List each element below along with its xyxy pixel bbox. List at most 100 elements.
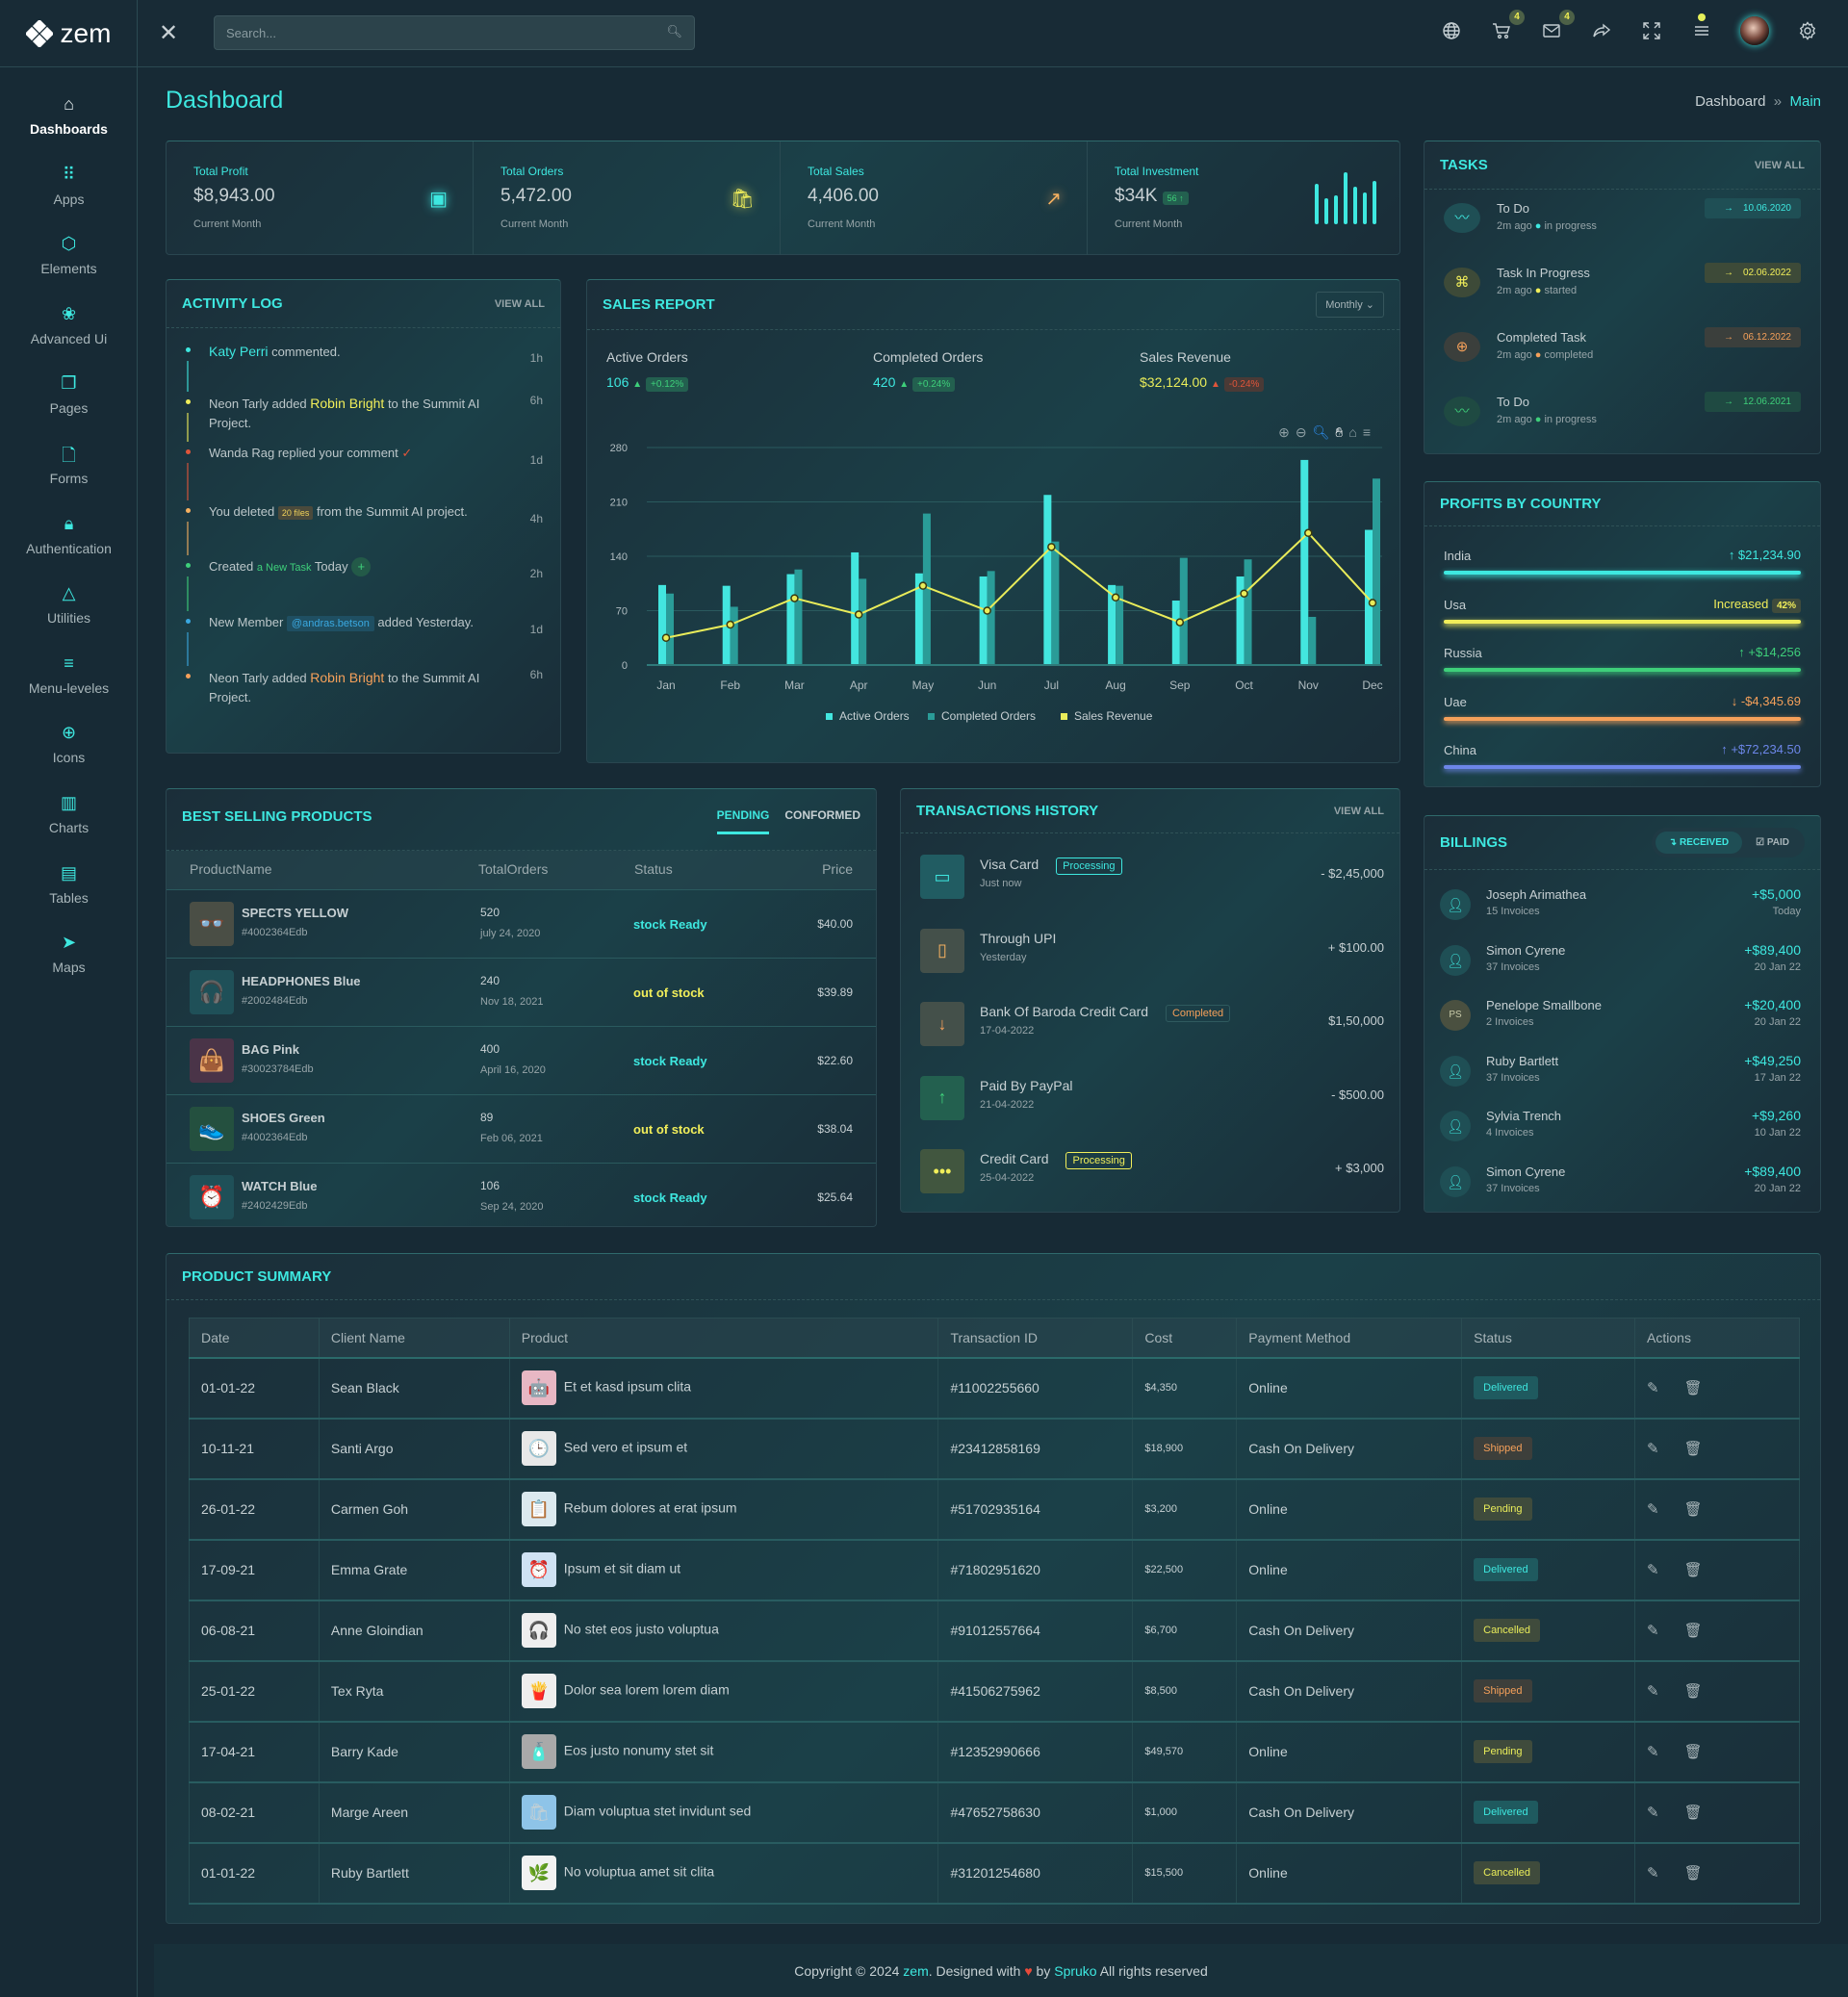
transaction-item[interactable]: ↑ Paid By PayPal 21-04-2022 - $500.00 — [920, 1075, 1384, 1149]
sidebar-item-apps[interactable]: ⠿ Apps — [0, 165, 138, 207]
activity-view-all-link[interactable]: VIEW ALL — [494, 297, 545, 310]
delete-trash-icon[interactable]: 🗑︎ — [1683, 1562, 1703, 1578]
transactions-view-all-link[interactable]: VIEW ALL — [1333, 805, 1384, 817]
triangle-up-icon: ▲ — [899, 379, 910, 390]
breadcrumb-dashboard[interactable]: Dashboard — [1695, 93, 1766, 110]
billing-item[interactable]: 👤︎ Sylvia Trench 4 Invoices +$9,260 10 J… — [1440, 1108, 1801, 1157]
cart-icon[interactable]: 4 — [1490, 10, 1525, 42]
transaction-item[interactable]: ••• Credit Card Processing 25-04-2022 + … — [920, 1149, 1384, 1222]
edit-icon[interactable]: ✎ — [1647, 1441, 1659, 1457]
fullscreen-icon[interactable] — [1640, 19, 1663, 42]
delete-trash-icon[interactable]: 🗑︎ — [1683, 1683, 1703, 1700]
delete-trash-icon[interactable]: 🗑︎ — [1683, 1865, 1703, 1882]
delete-trash-icon[interactable]: 🗑︎ — [1683, 1623, 1703, 1639]
cell-payment-method: Online — [1236, 1721, 1463, 1783]
task-item[interactable]: 〰 To Do 2m ago ● in progress → 10.06.2020 — [1444, 198, 1801, 259]
sidebar-item-icons[interactable]: ⊕ Icons — [0, 723, 138, 765]
billing-item[interactable]: 👤︎ Joseph Arimathea 15 Invoices +$5,000 … — [1440, 886, 1801, 935]
activity-text-part[interactable]: Robin Bright — [310, 670, 385, 685]
transaction-item[interactable]: ▭ Visa Card Processing Just now - $2,45,… — [920, 855, 1384, 928]
search-icon[interactable]: 🔍︎ — [666, 24, 682, 38]
delete-trash-icon[interactable]: 🗑︎ — [1683, 1805, 1703, 1821]
sidebar-item-utilities[interactable]: △ Utilities — [0, 583, 138, 626]
delete-trash-icon[interactable]: 🗑︎ — [1683, 1744, 1703, 1760]
pan-hand-icon[interactable]: ✋︎ — [1335, 424, 1344, 440]
menu-lines-icon[interactable] — [1690, 13, 1713, 42]
task-date-button[interactable]: → 10.06.2020 — [1705, 198, 1801, 218]
search-input[interactable]: Search... 🔍︎ — [214, 15, 695, 50]
product-row[interactable]: 👜 BAG Pink #30023784Edb 400 April 16, 20… — [167, 1026, 876, 1094]
activity-text-part: from the Summit AI project. — [313, 504, 468, 519]
sidebar-item-menu-leveles[interactable]: ≡ Menu-leveles — [0, 653, 138, 696]
sidebar-item-maps[interactable]: ➤ Maps — [0, 933, 138, 975]
edit-icon[interactable]: ✎ — [1647, 1683, 1659, 1700]
tab-paid[interactable]: ☑ PAID — [1756, 832, 1801, 854]
close-sidebar-icon[interactable]: ✕ — [159, 20, 179, 46]
billing-item[interactable]: 👤︎ Ruby Bartlett 37 Invoices +$49,250 17… — [1440, 1053, 1801, 1102]
tab-pending[interactable]: PENDING — [716, 808, 770, 834]
task-date-button[interactable]: → 02.06.2022 — [1705, 263, 1801, 283]
reset-home-icon[interactable]: ⌂ — [1348, 424, 1357, 440]
period-select[interactable]: Monthly ⌄ — [1316, 292, 1384, 318]
cell-payment-method: Online — [1236, 1357, 1463, 1420]
footer-brand-link[interactable]: zem — [903, 1963, 929, 1979]
edit-icon[interactable]: ✎ — [1647, 1501, 1659, 1518]
edit-icon[interactable]: ✎ — [1647, 1380, 1659, 1396]
task-item[interactable]: ⊕ Completed Task 2m ago ● completed → 06.… — [1444, 327, 1801, 388]
point-sales-revenue — [918, 581, 928, 590]
sidebar-item-pages[interactable]: ❐ Pages — [0, 373, 138, 416]
sidebar-item-elements[interactable]: ⬡ Elements — [0, 234, 138, 276]
billing-item[interactable]: PS Penelope Smallbone 2 Invoices +$20,40… — [1440, 997, 1801, 1046]
tab-received[interactable]: ↴ RECEIVED — [1655, 832, 1743, 854]
language-globe-icon[interactable] — [1440, 19, 1463, 42]
cell-status: Shipped — [1461, 1418, 1636, 1480]
selection-zoom-icon[interactable]: 🔍︎ — [1312, 424, 1330, 440]
billing-name: Simon Cyrene — [1486, 942, 1566, 958]
sidebar-item-advanced-ui[interactable]: ❀ Advanced Ui — [0, 304, 138, 346]
zoom-out-icon[interactable]: ⊖ — [1295, 424, 1307, 440]
billing-item[interactable]: 👤︎ Simon Cyrene 37 Invoices +$89,400 20 … — [1440, 942, 1801, 991]
task-item[interactable]: ⌘ Task In Progress 2m ago ● started → 02.… — [1444, 263, 1801, 323]
tab-conformed[interactable]: CONFORMED — [784, 808, 860, 822]
activity-text-part[interactable]: Robin Bright — [310, 396, 385, 411]
edit-icon[interactable]: ✎ — [1647, 1562, 1659, 1578]
delete-trash-icon[interactable]: 🗑︎ — [1683, 1501, 1703, 1518]
product-row[interactable]: 👓 SPECTS YELLOW #4002364Edb 520 july 24,… — [167, 889, 876, 958]
task-date-button[interactable]: → 12.06.2021 — [1705, 392, 1801, 412]
chart-menu-icon[interactable]: ≡ — [1362, 424, 1371, 440]
product-row[interactable]: 🎧 HEADPHONES Blue #2002484Edb 240 Nov 18… — [167, 958, 876, 1026]
tasks-view-all-link[interactable]: VIEW ALL — [1754, 159, 1805, 171]
edit-icon[interactable]: ✎ — [1647, 1805, 1659, 1821]
col-cost: Cost — [1132, 1318, 1238, 1359]
delete-trash-icon[interactable]: 🗑︎ — [1683, 1441, 1703, 1457]
sidebar-item-authentication[interactable]: 🔒︎ Authentication — [0, 514, 138, 556]
transaction-item[interactable]: ↓ Bank Of Baroda Credit Card Completed 1… — [920, 1002, 1384, 1075]
best-table-header: ProductName TotalOrders Status Price — [167, 851, 876, 889]
transaction-item[interactable]: ▯ Through UPI Yesterday + $100.00 — [920, 928, 1384, 1002]
add-task-plus-icon[interactable]: + — [351, 557, 372, 576]
product-row[interactable]: 👟 SHOES Green #4002364Edb 89 Feb 06, 202… — [167, 1094, 876, 1163]
brand-logo[interactable]: zem — [0, 0, 138, 67]
activity-text-part[interactable]: a New Task — [256, 562, 312, 574]
sidebar-item-dashboards[interactable]: ⌂ Dashboards — [0, 94, 138, 137]
share-icon[interactable] — [1590, 19, 1613, 42]
edit-icon[interactable]: ✎ — [1647, 1623, 1659, 1639]
user-avatar[interactable] — [1740, 16, 1769, 45]
footer-author-link[interactable]: Spruko — [1054, 1963, 1097, 1979]
task-item[interactable]: 〰 To Do 2m ago ● in progress → 12.06.2021 — [1444, 392, 1801, 452]
sidebar-item-charts[interactable]: ▥ Charts — [0, 793, 138, 835]
sidebar-item-forms[interactable]: 🗋 Forms — [0, 444, 138, 486]
zoom-in-icon[interactable]: ⊕ — [1278, 424, 1290, 440]
billing-item[interactable]: 👤︎ Simon Cyrene 37 Invoices +$89,400 20 … — [1440, 1164, 1801, 1213]
task-date-button[interactable]: → 06.12.2022 — [1705, 327, 1801, 347]
activity-text-part[interactable]: @andras.betson — [286, 616, 374, 631]
product-row[interactable]: ⏰ WATCH Blue #2402429Edb 106 Sep 24, 202… — [167, 1163, 876, 1231]
edit-icon[interactable]: ✎ — [1647, 1865, 1659, 1882]
mail-icon[interactable]: 4 — [1540, 10, 1575, 42]
delete-trash-icon[interactable]: 🗑︎ — [1683, 1380, 1703, 1396]
edit-icon[interactable]: ✎ — [1647, 1744, 1659, 1760]
sidebar-item-tables[interactable]: ▤ Tables — [0, 863, 138, 906]
settings-gear-icon[interactable] — [1796, 19, 1819, 42]
bar-completed-orders — [730, 606, 738, 665]
activity-text-part[interactable]: 20 files — [277, 506, 314, 520]
